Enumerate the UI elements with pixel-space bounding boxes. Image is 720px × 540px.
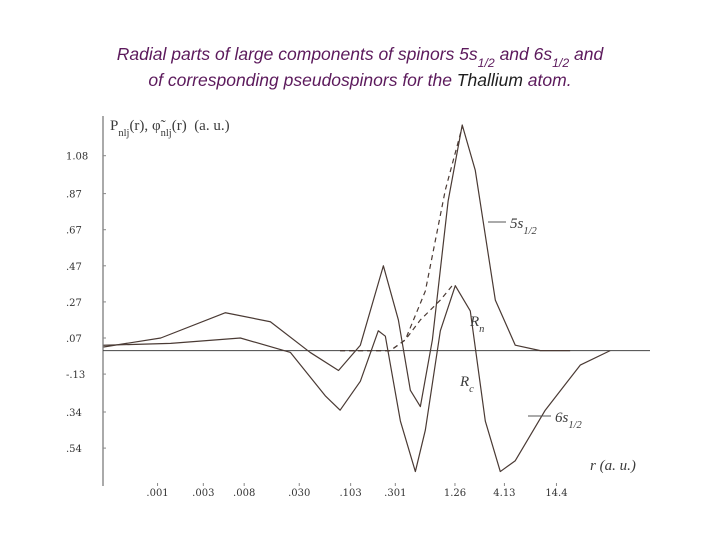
x-axis-label: r (a. u.) [590, 458, 636, 474]
series-label: Rn [469, 314, 484, 335]
subscript: 1/2 [552, 56, 569, 70]
series-name: 6s [555, 410, 569, 426]
series-label: Rc [459, 374, 474, 395]
subscript: n [479, 324, 484, 335]
series-line [340, 126, 463, 352]
text-part: P [110, 118, 118, 134]
y-tick-label: 1.08 [66, 152, 88, 163]
y-tick-label: .07 [66, 334, 82, 345]
series-name: R [469, 314, 479, 330]
series-name: 5s [510, 216, 524, 232]
y-tick-label: .34 [66, 408, 82, 419]
y-tick-label: .47 [66, 262, 82, 273]
text-part: of corresponding pseudospinors for the [148, 70, 456, 90]
subscript: 1/2 [523, 226, 537, 237]
subscript: 1/2 [478, 56, 495, 70]
subscript: nlj [161, 128, 172, 139]
y-tick-label: .54 [66, 444, 82, 455]
x-tick-label: .103 [340, 488, 362, 499]
x-tick-label: 4.13 [493, 488, 515, 499]
chart-title-line: Radial parts of large components of spin… [117, 44, 605, 70]
y-axis-label: Pnlj(r), φ̃nlj(r) (a. u.) [110, 118, 230, 139]
x-tick-label: .301 [384, 488, 406, 499]
series-line [103, 124, 571, 408]
series-line [340, 285, 453, 352]
text-part: and [569, 44, 604, 64]
x-tick-label: .030 [288, 488, 310, 499]
text-part: (r) (a. u.) [172, 118, 230, 134]
chart-title-line: of corresponding pseudospinors for the T… [148, 70, 571, 90]
subscript: nlj [118, 128, 129, 139]
x-tick-label: 14.4 [545, 488, 567, 499]
x-tick-label: .001 [146, 488, 168, 499]
y-tick-label: .27 [66, 298, 82, 309]
y-tick-label: -.13 [66, 370, 85, 381]
x-tick-label: 1.26 [444, 488, 466, 499]
series-label: 6s1/2 [555, 410, 583, 431]
text-part: and 6s [495, 44, 553, 64]
y-tick-label: .87 [66, 190, 82, 201]
text-part: atom. [523, 70, 572, 90]
x-tick-label: .008 [233, 488, 255, 499]
text-part: Thallium [457, 70, 523, 90]
y-tick-label: .67 [66, 226, 82, 237]
series-line [103, 285, 611, 473]
text-part: (r), [129, 118, 152, 134]
series-name: R [459, 374, 469, 390]
subscript: 1/2 [568, 420, 582, 431]
text-part: Radial parts of large components of spin… [117, 44, 478, 64]
x-tick-label: .003 [192, 488, 214, 499]
subscript: c [469, 384, 474, 395]
series-label: 5s1/2 [510, 216, 538, 237]
